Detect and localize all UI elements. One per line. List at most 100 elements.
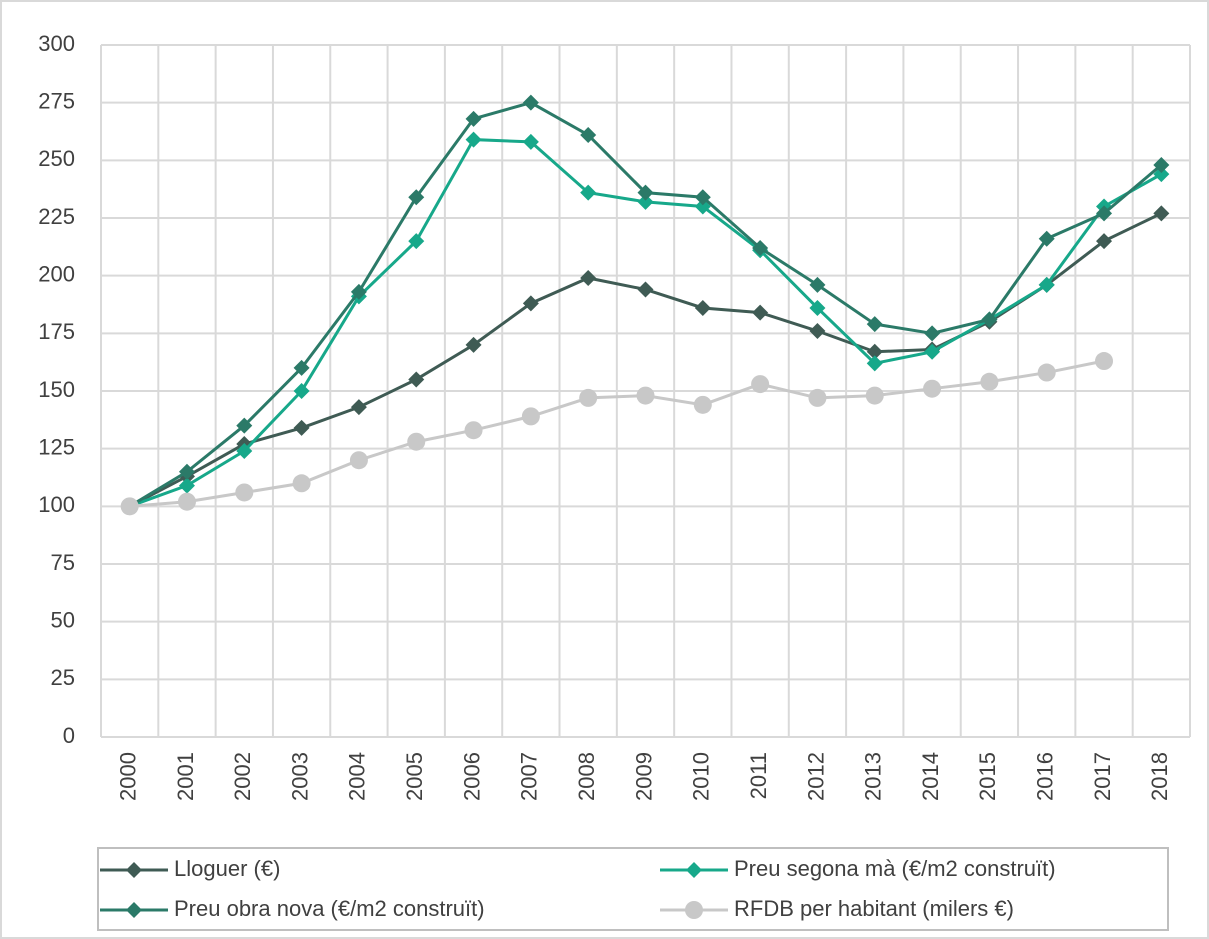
grid (100, 44, 1191, 738)
y-tick-label: 250 (38, 146, 75, 171)
legend-marker (685, 901, 703, 919)
x-tick-label: 2007 (517, 752, 542, 801)
x-tick-label: 2009 (631, 752, 656, 801)
point (580, 269, 597, 286)
point (349, 451, 368, 470)
point (521, 407, 540, 426)
point (178, 463, 195, 480)
y-tick-label: 225 (38, 204, 75, 229)
point (408, 233, 425, 250)
point (408, 371, 425, 388)
x-tick-label: 2014 (918, 752, 943, 801)
legend-marker (686, 862, 702, 878)
legend-label: Preu obra nova (€/m2 construït) (174, 896, 485, 921)
point (693, 395, 712, 414)
point (350, 399, 367, 416)
legend-marker (126, 862, 142, 878)
legend-marker (126, 902, 142, 918)
point (1153, 156, 1170, 173)
point (522, 94, 539, 111)
point (1096, 233, 1113, 250)
point (1153, 205, 1170, 222)
x-tick-label: 2016 (1033, 752, 1058, 801)
y-tick-label: 50 (51, 607, 75, 632)
x-tick-label: 2018 (1147, 752, 1172, 801)
point (178, 477, 195, 494)
x-tick-label: 2004 (345, 752, 370, 801)
point (580, 126, 597, 143)
point (866, 343, 883, 360)
point (636, 386, 655, 405)
point (1037, 363, 1056, 382)
point (236, 417, 253, 434)
point (808, 388, 827, 407)
x-tick-label: 2013 (861, 752, 886, 801)
point (235, 483, 254, 502)
point (694, 299, 711, 316)
y-tick-label: 125 (38, 434, 75, 459)
point (866, 355, 883, 372)
plot (120, 94, 1170, 516)
point (980, 372, 999, 391)
point (464, 421, 483, 440)
y-tick-label: 25 (51, 665, 75, 690)
y-tick-label: 300 (38, 31, 75, 56)
y-tick-label: 0 (63, 723, 75, 748)
point (465, 336, 482, 353)
x-tick-label: 2011 (746, 752, 771, 799)
x-tick-label: 2010 (689, 752, 714, 801)
point (1096, 205, 1113, 222)
legend-label: Preu segona mà (€/m2 construït) (734, 856, 1056, 881)
x-tick-label: 2005 (402, 752, 427, 801)
point (465, 110, 482, 127)
point (236, 442, 253, 459)
series-line (129, 359, 1105, 508)
y-tick-label: 75 (51, 550, 75, 575)
point (522, 133, 539, 150)
x-tick-label: 2000 (115, 752, 140, 801)
point (293, 359, 310, 376)
y-tick-label: 100 (38, 492, 75, 517)
point (809, 299, 826, 316)
x-tick-label: 2012 (803, 752, 828, 801)
point (292, 474, 311, 493)
point (293, 419, 310, 436)
point (866, 316, 883, 333)
point (522, 295, 539, 312)
point (809, 323, 826, 340)
point (751, 375, 770, 394)
legend-box (97, 847, 1169, 931)
point (465, 131, 482, 148)
point (637, 281, 654, 298)
x-tick-label: 2015 (975, 752, 1000, 801)
point (1095, 352, 1114, 371)
x-tick-label: 2003 (287, 752, 312, 801)
point (637, 193, 654, 210)
y-tick-label: 275 (38, 88, 75, 113)
point (350, 283, 367, 300)
y-tick-label: 175 (38, 319, 75, 344)
point (579, 388, 598, 407)
point (924, 325, 941, 342)
point (1038, 276, 1055, 293)
point (580, 184, 597, 201)
point (694, 189, 711, 206)
point (120, 497, 139, 516)
point (923, 379, 942, 398)
legend-label: RFDB per habitant (milers €) (734, 896, 1014, 921)
point (752, 304, 769, 321)
point (293, 383, 310, 399)
point (809, 276, 826, 293)
y-tick-label: 150 (38, 377, 75, 402)
point (924, 343, 941, 360)
point (865, 386, 884, 405)
point (408, 189, 425, 206)
x-tick-label: 2017 (1090, 752, 1115, 801)
point (981, 311, 998, 328)
x-tick-label: 2002 (230, 752, 255, 801)
point (637, 184, 654, 201)
x-tick-label: 2001 (173, 752, 198, 801)
point (407, 432, 426, 451)
legend-label: Lloguer (€) (174, 856, 280, 881)
